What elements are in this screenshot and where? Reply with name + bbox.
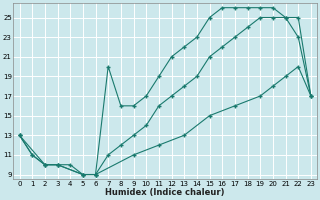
X-axis label: Humidex (Indice chaleur): Humidex (Indice chaleur)	[106, 188, 225, 197]
